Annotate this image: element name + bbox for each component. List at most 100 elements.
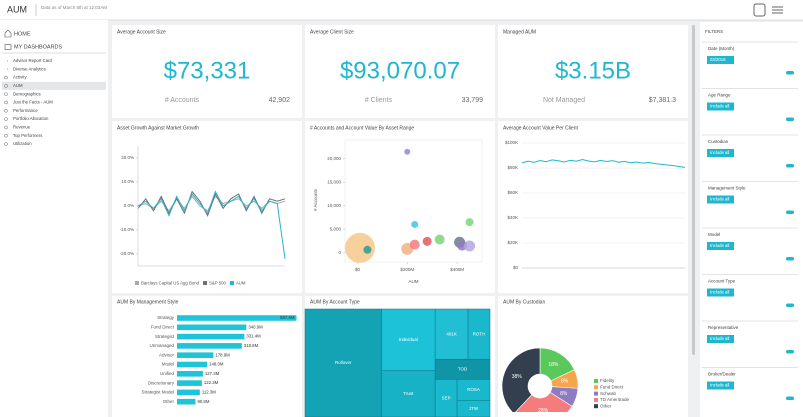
scrollbar	[692, 25, 695, 355]
nav-item[interactable]: Activity	[13, 75, 27, 80]
kpi-sub-label: # Accounts	[165, 97, 200, 104]
legend-label: AUM	[236, 280, 246, 285]
y-tick-label: 10,000	[327, 203, 341, 208]
home-icon	[4, 29, 12, 38]
nav-item[interactable]: Performance	[13, 108, 38, 113]
bar-value-label: 112.3M	[202, 390, 216, 395]
filter-button[interactable]	[707, 102, 734, 111]
y-tick-label: $60K	[507, 190, 518, 195]
kpi-sub-label: # Clients	[365, 97, 393, 104]
toggle[interactable]	[786, 210, 794, 215]
legend-label: Schwab	[600, 391, 617, 396]
y-tick-label: 20.0%	[121, 155, 134, 160]
filter-button[interactable]	[707, 242, 734, 250]
legend-label: TD Ameritrade	[600, 397, 630, 402]
filter-button[interactable]	[707, 381, 734, 390]
treemap-cell	[456, 400, 491, 417]
toggle[interactable]	[786, 303, 794, 308]
treemap-label: Trust	[403, 391, 414, 396]
share-icon	[4, 142, 8, 146]
legend-label: S&P 500	[209, 280, 226, 285]
bar	[177, 371, 203, 377]
bar-value-label: 331.4M	[246, 334, 261, 339]
bar-label: Unified	[160, 371, 175, 376]
scatter-point	[344, 232, 375, 263]
filter-button-label: Include all	[710, 336, 729, 341]
legend-swatch	[203, 281, 208, 285]
x-tick-label: $400M	[450, 267, 464, 272]
plot-area	[344, 139, 483, 263]
filter-button-label: Include all	[710, 104, 729, 109]
legend-swatch	[229, 281, 234, 285]
nav-item[interactable]: Advisor Report Card	[13, 58, 53, 63]
nav-item[interactable]: HOME	[14, 31, 31, 37]
toggle[interactable]	[786, 350, 794, 354]
share-icon	[4, 117, 8, 121]
kpi-sub-label: Not Managed	[543, 97, 585, 104]
export-icon[interactable]	[753, 3, 766, 17]
treemap-cell	[434, 308, 469, 360]
toggle[interactable]	[786, 257, 794, 261]
x-tick-label: $200M	[400, 267, 414, 272]
nav-item[interactable]: Just the Facts - AUM	[13, 100, 53, 105]
share-icon	[4, 125, 8, 130]
filter-button[interactable]	[707, 335, 734, 343]
filter-button[interactable]	[707, 56, 734, 64]
scatter-point	[409, 239, 420, 250]
panel	[305, 25, 495, 118]
filters-title: FILTERS	[705, 29, 723, 34]
legend-label: Barclays Capital US Agg Bond	[141, 280, 200, 285]
chart-title: Asset Growth Against Market Growth	[117, 125, 199, 131]
toggle[interactable]	[786, 71, 794, 75]
menu-icon[interactable]	[772, 6, 783, 14]
filter-button[interactable]	[707, 195, 734, 204]
filter-button-label: Include all	[710, 197, 729, 202]
bar-label: Discretionary	[148, 380, 175, 385]
kpi-title: Average Account Size	[117, 29, 166, 35]
bar	[177, 324, 247, 331]
nav-item[interactable]: Revenue	[13, 125, 31, 130]
toggle[interactable]	[786, 164, 794, 168]
filter-name: Date (Month)	[708, 46, 735, 51]
chart-title: AUM By Account Type	[310, 299, 360, 305]
toggle[interactable]	[786, 117, 794, 122]
filter-name: Management Style	[708, 186, 746, 191]
filters-panel	[700, 22, 803, 417]
scatter-point	[464, 240, 476, 252]
y-tick-label: $40K	[507, 215, 518, 220]
legend-swatch	[594, 385, 598, 390]
filter-button[interactable]	[707, 149, 734, 157]
filter-name: Model	[708, 232, 720, 237]
bullet: ›	[7, 58, 9, 63]
bar-label: Strategy	[157, 315, 175, 320]
share-icon	[4, 84, 8, 88]
legend-label: Fund Direct	[600, 384, 624, 389]
kpi-value: $73,331	[164, 57, 251, 84]
slice-label: 18%	[548, 362, 559, 368]
legend-swatch	[594, 404, 598, 409]
nav-item[interactable]: Demographics	[13, 91, 41, 96]
bar	[177, 398, 196, 405]
bar	[177, 380, 202, 386]
filter-name: Age Range	[708, 93, 731, 98]
bar-label: Unmanaged	[149, 343, 174, 348]
panel	[112, 121, 302, 293]
nav-item[interactable]: Top Performers	[13, 133, 42, 138]
nav-item[interactable]: Diverse Analytics	[13, 66, 46, 71]
y-tick-label: 0	[338, 250, 341, 255]
nav-item[interactable]: MY DASHBOARDS	[14, 44, 63, 50]
bar-value-label: 127.3M	[205, 371, 220, 376]
toggle[interactable]	[786, 396, 794, 401]
x-tick-label: $0	[355, 267, 361, 272]
donut-slice	[501, 347, 541, 412]
nav-item[interactable]: Portfolio Allocation	[13, 116, 49, 121]
legend-swatch	[135, 281, 139, 285]
nav-item[interactable]: Utilization	[13, 141, 32, 146]
bar-label: Strategist	[155, 334, 175, 339]
treemap-label: ROTH	[473, 331, 486, 336]
kpi-title: Average Client Size	[310, 29, 354, 35]
nav-item[interactable]: AUM	[13, 83, 23, 88]
page-title: AUM	[7, 4, 27, 14]
filter-button[interactable]	[707, 288, 734, 297]
